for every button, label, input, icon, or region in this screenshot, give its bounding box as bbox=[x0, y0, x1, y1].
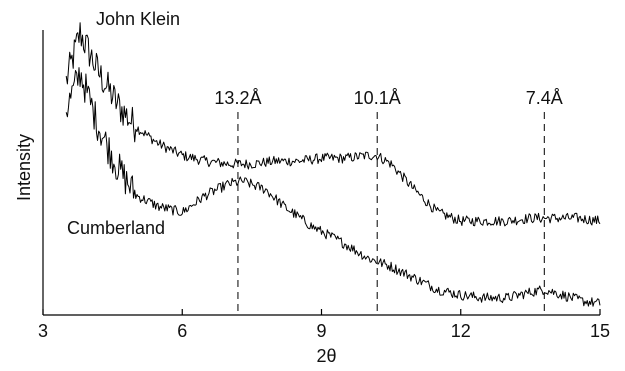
series-line-cumberland bbox=[65, 67, 601, 307]
x-tick-labels: 3 6 9 12 15 bbox=[38, 321, 610, 341]
series-line-john-klein bbox=[65, 22, 601, 227]
x-tick-label: 15 bbox=[590, 321, 610, 341]
reference-line-label: 10.1Å bbox=[354, 88, 401, 108]
x-ticks bbox=[42, 309, 601, 315]
series-label-john-klein: John Klein bbox=[96, 9, 180, 29]
x-tick-label: 12 bbox=[451, 321, 471, 341]
series-lines bbox=[65, 22, 601, 307]
x-tick-label: 3 bbox=[38, 321, 48, 341]
reference-line-label: 7.4Å bbox=[526, 88, 563, 108]
y-axis-label: Intensity bbox=[14, 134, 34, 201]
reference-line-label: 13.2Å bbox=[214, 88, 261, 108]
series-labels: John Klein Cumberland bbox=[67, 9, 180, 238]
series-label-cumberland: Cumberland bbox=[67, 218, 165, 238]
x-tick-label: 9 bbox=[316, 321, 326, 341]
x-axis-label: 2θ bbox=[316, 346, 336, 366]
x-tick-label: 6 bbox=[177, 321, 187, 341]
reference-lines: 13.2Å 10.1Å 7.4Å bbox=[214, 88, 563, 315]
